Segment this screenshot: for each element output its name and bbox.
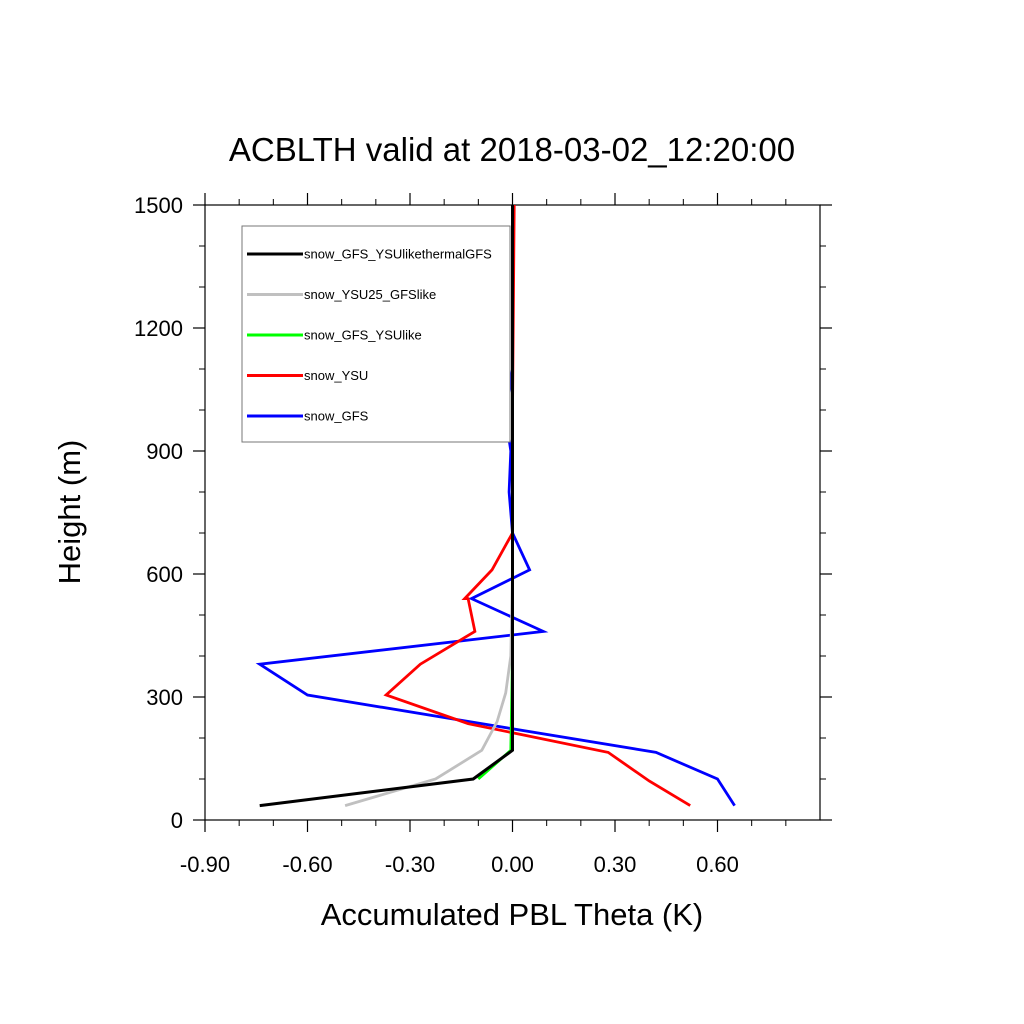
legend-label: snow_GFS [304, 409, 369, 424]
chart-title: ACBLTH valid at 2018-03-02_12:20:00 [229, 131, 795, 168]
x-tick-label: -0.90 [180, 852, 230, 877]
y-tick-label: 1200 [134, 316, 183, 341]
series-line-snow_GFS_YSUlikethermalGFS [259, 205, 514, 808]
y-tick-label: 900 [146, 439, 183, 464]
legend-label: snow_GFS_YSUlike [304, 328, 422, 343]
x-tick-label: -0.30 [385, 852, 435, 877]
legend: snow_GFS_YSUlikethermalGFS snow_YSU25_GFS… [241, 225, 511, 443]
x-tick-label: 0.30 [594, 852, 637, 877]
series-layer [255, 204, 736, 808]
x-tick-label: 0.60 [696, 852, 739, 877]
y-tick-label: 300 [146, 685, 183, 710]
axis-ticks [193, 193, 832, 832]
legend-label: snow_YSU25_GFSlike [304, 287, 436, 302]
y-tick-label: 600 [146, 562, 183, 587]
legend-label: snow_GFS_YSUlikethermalGFS [304, 247, 492, 262]
legend-label: snow_YSU [304, 368, 368, 383]
x-axis-label: Accumulated PBL Theta (K) [321, 897, 704, 932]
y-tick-label: 1500 [134, 193, 183, 218]
axis-tick-labels: -0.90 -0.60 -0.30 0.00 0.30 0.60 0 300 600 900 120… [134, 193, 739, 877]
x-tick-label: 0.00 [491, 852, 534, 877]
y-tick-label: 0 [171, 808, 183, 833]
x-tick-label: -0.60 [282, 852, 332, 877]
y-axis-label: Height (m) [52, 440, 87, 585]
